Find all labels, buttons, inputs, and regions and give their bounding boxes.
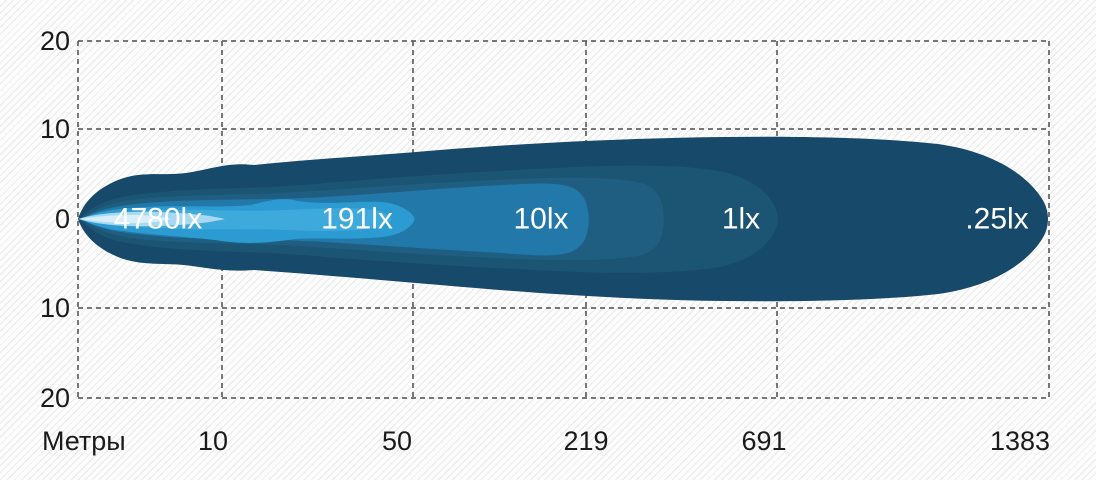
zone-label-10lx: 10lx bbox=[513, 203, 568, 236]
beam-zones bbox=[78, 136, 1048, 302]
x-tick-10: 10 bbox=[198, 426, 228, 456]
zone-label-191lx: 191lx bbox=[321, 203, 393, 236]
zone-labels: 4780lx 191lx 10lx 1lx .25lx bbox=[114, 203, 1029, 236]
x-axis: Метры 10 50 219 691 1383 bbox=[42, 426, 1050, 456]
y-tick-bottom-20: 20 bbox=[40, 383, 70, 413]
y-tick-top-10: 10 bbox=[40, 114, 70, 144]
y-tick-top-20: 20 bbox=[40, 26, 70, 56]
y-tick-zero: 0 bbox=[55, 204, 70, 234]
x-tick-691: 691 bbox=[741, 426, 786, 456]
y-tick-bottom-10: 10 bbox=[40, 293, 70, 323]
zone-4780lx-hotspot-shape bbox=[80, 214, 171, 224]
zone-label-25lx: .25lx bbox=[965, 203, 1028, 236]
x-tick-1383: 1383 bbox=[990, 426, 1050, 456]
zone-label-1lx: 1lx bbox=[722, 203, 760, 236]
x-axis-unit-label: Метры bbox=[42, 426, 126, 456]
x-tick-50: 50 bbox=[382, 426, 412, 456]
y-axis: 20 10 0 10 20 bbox=[40, 26, 70, 413]
grid bbox=[77, 40, 1050, 399]
zone-label-4780lx: 4780lx bbox=[114, 203, 202, 236]
x-tick-219: 219 bbox=[563, 426, 608, 456]
